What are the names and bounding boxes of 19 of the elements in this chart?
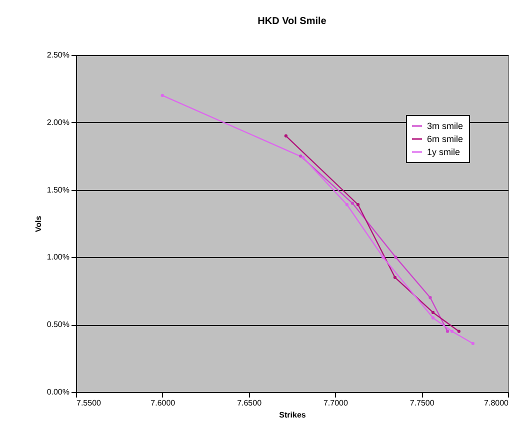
y-tick-label: 0.00%: [46, 388, 70, 396]
x-tick-label: 7.8000: [484, 398, 510, 408]
x-tick-label: 7.5500: [76, 398, 102, 408]
x-axis-title: Strikes: [279, 410, 306, 420]
y-tick-label: 1.50%: [46, 185, 70, 194]
y-tick-label: 2.00%: [46, 118, 70, 127]
y-tick-label: 1.00%: [46, 252, 70, 262]
y-tick-label: 0.50%: [46, 320, 70, 330]
legend-label: 6m smile: [427, 134, 464, 144]
y-tick-label: 2.50%: [46, 50, 70, 60]
line-series: [284, 134, 461, 333]
x-tick-label: 7.6500: [237, 398, 262, 408]
x-tick-label: 7.7500: [410, 398, 435, 408]
legend-label: 3m smile: [427, 121, 464, 131]
y-axis-title: Vols: [34, 215, 43, 232]
x-tick-label: 7.7000: [323, 398, 348, 408]
chart-title: HKD Vol Smile: [258, 16, 327, 27]
x-tick-label: 7.6000: [150, 398, 176, 408]
legend-label: 1y smile: [427, 147, 460, 157]
